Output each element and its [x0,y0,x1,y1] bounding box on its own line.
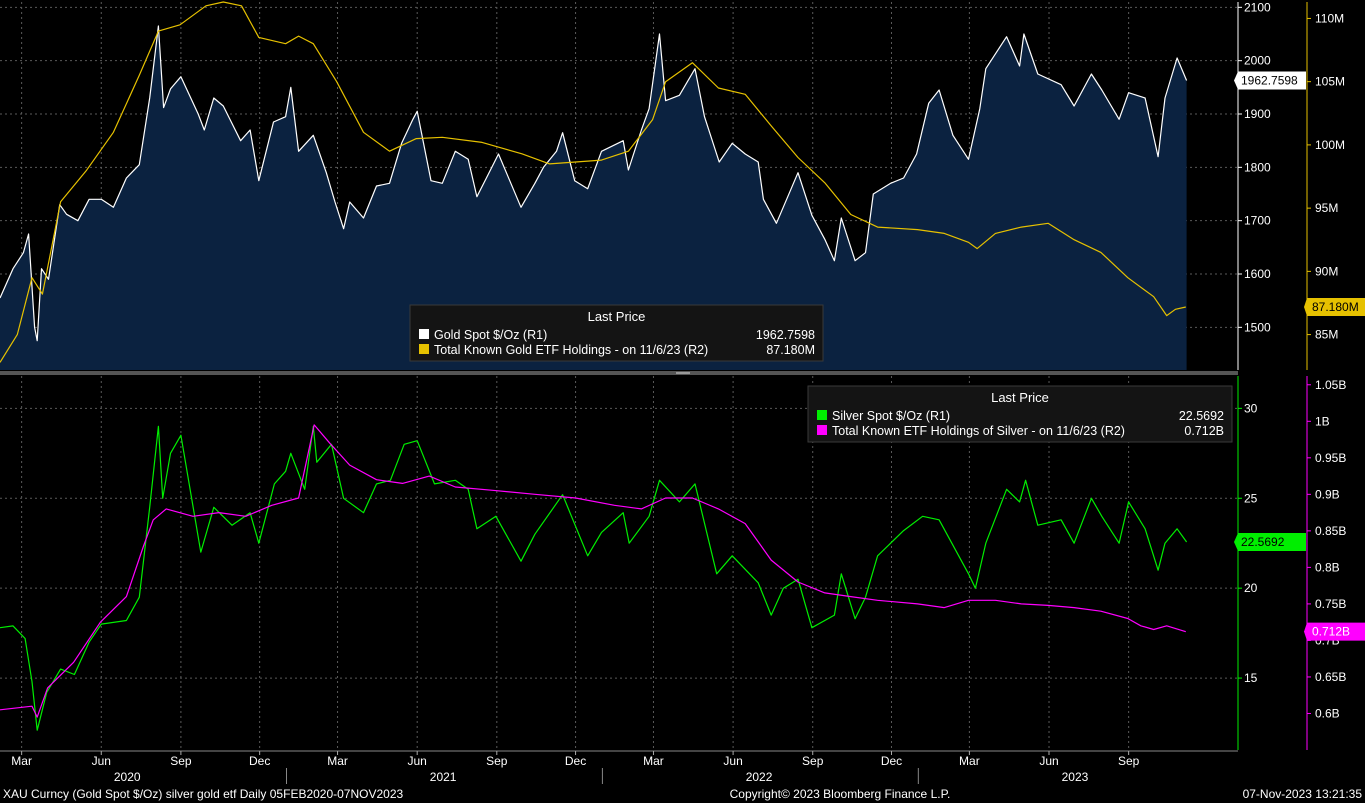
silver-axis-r2: 0.6B0.65B0.7B0.75B0.8B0.85B0.9B0.95B1B1.… [1306,376,1346,750]
gold-legend: Last Price Gold Spot $/Oz (R1) 1962.7598 To… [409,304,824,362]
legend-label: Total Known ETF Holdings of Silver - on … [832,424,1125,438]
silver-last-value-r2: 0.712B [1312,625,1350,639]
x-tick-label: Jun [1039,754,1058,768]
axis-r2-tick-label: 105M [1315,75,1345,89]
footer-ticker: XAU Curncy (Gold Spot $/Oz) silver gold … [3,787,404,801]
panel-divider[interactable] [0,371,1238,375]
legend-swatch [419,344,429,354]
legend-title: Last Price [991,390,1049,405]
legend-label: Silver Spot $/Oz (R1) [832,409,950,423]
gold-last-value-r1: 1962.7598 [1241,74,1298,88]
axis-r1-tick-label: 20 [1244,581,1258,595]
x-year-label: 2023 [1062,770,1089,784]
axis-r1-tick-label: 30 [1244,401,1258,415]
axis-r2-tick-label: 1B [1315,414,1330,428]
series-line-gold-1 [0,1,1186,363]
legend-box [807,385,1233,443]
silver-last-tag-r1 [1234,532,1306,551]
gold-axis-r1: 1500 1600 1700 1800 1900 2000 2100 [1237,0,1271,370]
legend-label: Gold Spot $/Oz (R1) [434,328,547,342]
x-tick-label: Dec [881,754,902,768]
x-tick-label: Jun [723,754,742,768]
silver-last-tag-r2 [1304,622,1365,641]
axis-r1-tick-label: 2000 [1244,54,1271,68]
legend-box [409,304,824,362]
x-tick-label: Mar [959,754,980,768]
gold-panel: 1500 1600 1700 1800 1900 2000 2100 85M 90M 95M 100… [0,0,1365,370]
x-year-label: 2021 [430,770,457,784]
axis-r1-tick-label: 25 [1244,491,1258,505]
series-line-gold-0 [0,25,1188,342]
axis-r2-tick-label: 0.6B [1315,706,1340,720]
axis-r2-tick-label: 0.95B [1315,451,1346,465]
axis-r2-tick-label: 0.9B [1315,487,1340,501]
x-year-label: 2022 [746,770,773,784]
x-tick-label: Dec [249,754,270,768]
axis-r1-tick-label: 1700 [1244,214,1271,228]
legend-swatch [817,425,827,435]
legend-value: 87.180M [766,343,815,357]
axis-r1-tick-label: 2100 [1244,0,1271,14]
x-tick-label: Jun [92,754,111,768]
gold-last-tag-r1 [1234,71,1306,90]
legend-title: Last Price [588,309,646,324]
axis-r2-tick-label: 1.05B [1315,378,1346,392]
axis-r1-tick-label: 15 [1244,671,1258,685]
silver-axis-r1: 15 20 25 30 [1237,376,1258,750]
footer-copyright: Copyright© 2023 Bloomberg Finance L.P. [730,787,951,801]
legend-swatch [817,410,827,420]
x-tick-label: Mar [11,754,32,768]
panel-resize-handle[interactable] [676,372,690,374]
axis-r2-tick-label: 85M [1315,328,1338,342]
axis-r2-tick-label: 0.75B [1315,597,1346,611]
x-year-label: 2020 [114,770,141,784]
axis-r2-tick-label: 0.8B [1315,560,1340,574]
legend-value: 0.712B [1184,424,1224,438]
x-tick-label: Mar [643,754,664,768]
silver-panel: 152025300.6B0.65B0.7B0.75B0.8B0.85B0.9B0… [0,376,1365,750]
x-axis: Mar Jun Sep Dec Mar Jun Sep Dec Mar Jun Sep Dec Mar J… [0,750,1238,784]
x-tick-label: Sep [802,754,824,768]
axis-r1-tick-label: 1500 [1244,320,1271,334]
legend-value: 22.5692 [1179,409,1224,423]
gold-area-fill [0,26,1187,370]
footer-timestamp: 07-Nov-2023 13:21:35 [1243,787,1363,801]
axis-r2-tick-label: 95M [1315,201,1338,215]
x-tick-label: Sep [486,754,508,768]
silver-legend: Last Price Silver Spot $/Oz (R1) 22.5692 To… [807,385,1233,443]
gold-last-tag-r2 [1304,298,1365,317]
legend-swatch [419,329,429,339]
x-tick-label: Dec [565,754,586,768]
x-tick-label: Mar [327,754,348,768]
axis-r1-tick-label: 1900 [1244,107,1271,121]
series-line-silver-0 [0,425,1188,731]
axis-r2-tick-label: 110M [1315,11,1344,25]
axis-r2-tick-label: 100M [1315,138,1345,152]
gold-last-value-r2: 87.180M [1312,300,1359,314]
silver-last-value-r1: 22.5692 [1241,535,1285,549]
axis-r2-tick-label: 0.65B [1315,670,1346,684]
legend-label: Total Known Gold ETF Holdings - on 11/6/… [434,343,708,357]
x-tick-label: Sep [170,754,192,768]
legend-value: 1962.7598 [756,328,815,342]
x-tick-label: Jun [408,754,427,768]
axis-r2-tick-label: 0.85B [1315,524,1346,538]
axis-r2-tick-label: 90M [1315,264,1338,278]
series-line-silver-1 [0,424,1186,718]
x-tick-label: Sep [1118,754,1140,768]
axis-r1-tick-label: 1600 [1244,267,1271,281]
axis-r1-tick-label: 1800 [1244,160,1271,174]
